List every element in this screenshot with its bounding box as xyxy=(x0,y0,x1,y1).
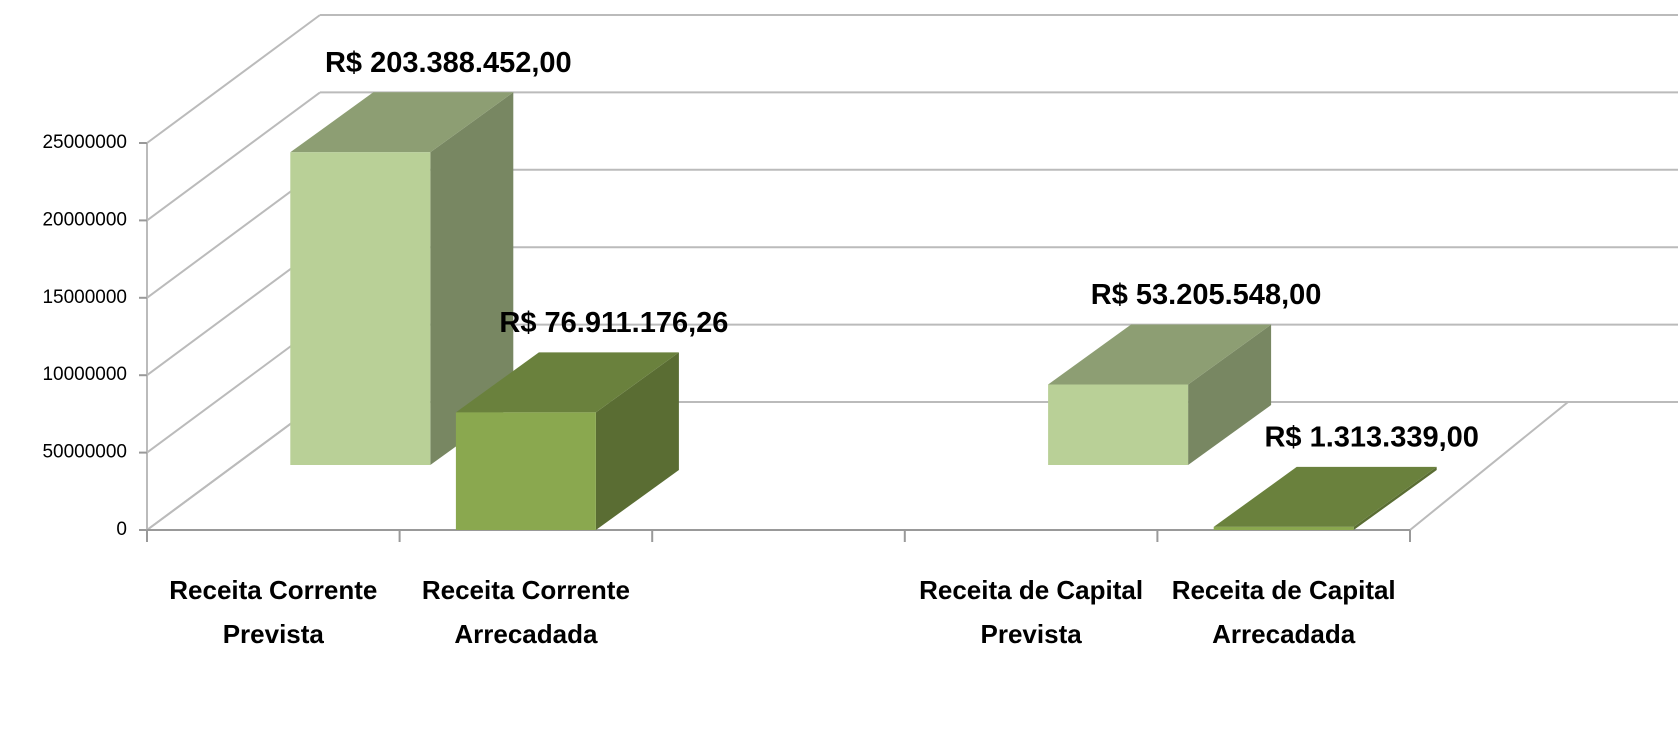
y-tick-label: 20000000 xyxy=(42,209,127,230)
y-tick-label: 10000000 xyxy=(42,364,127,385)
y-tick-label: 15000000 xyxy=(42,287,127,308)
bar-side xyxy=(595,352,679,530)
bar-front xyxy=(1048,384,1189,465)
bar xyxy=(455,352,679,530)
y-tick-label: 0 xyxy=(116,519,127,540)
x-tick-label: Receita de Capital Arrecadada xyxy=(1171,575,1396,649)
bar-front xyxy=(455,412,596,530)
data-label: R$ 53.205.548,00 xyxy=(1091,279,1322,311)
bar-front xyxy=(1213,526,1354,530)
bar-front xyxy=(290,152,431,465)
y-tick-label: 25000000 xyxy=(42,132,127,153)
x-tick-label: Receita de Capital Prevista xyxy=(919,575,1144,649)
bar-side xyxy=(430,92,514,465)
data-label: R$ 1.313.339,00 xyxy=(1264,422,1478,454)
bar xyxy=(290,92,514,465)
x-tick-label: Receita Corrente Prevista xyxy=(169,575,378,649)
bar xyxy=(1048,324,1272,465)
data-label: R$ 76.911.176,26 xyxy=(499,307,728,339)
bar-side xyxy=(1353,466,1437,530)
bar-top xyxy=(1213,466,1437,527)
bar-top xyxy=(455,352,679,413)
y-tick-label: 50000000 xyxy=(42,442,127,463)
data-label: R$ 203.388.452,00 xyxy=(325,47,572,79)
grid-line xyxy=(146,91,321,222)
bar-side xyxy=(1188,324,1272,465)
grid-line xyxy=(146,14,321,144)
x-tick-label: Receita Corrente Arrecadada xyxy=(421,575,630,649)
bar-top xyxy=(290,92,514,153)
bar xyxy=(1213,466,1437,530)
bar-top xyxy=(1048,324,1272,385)
